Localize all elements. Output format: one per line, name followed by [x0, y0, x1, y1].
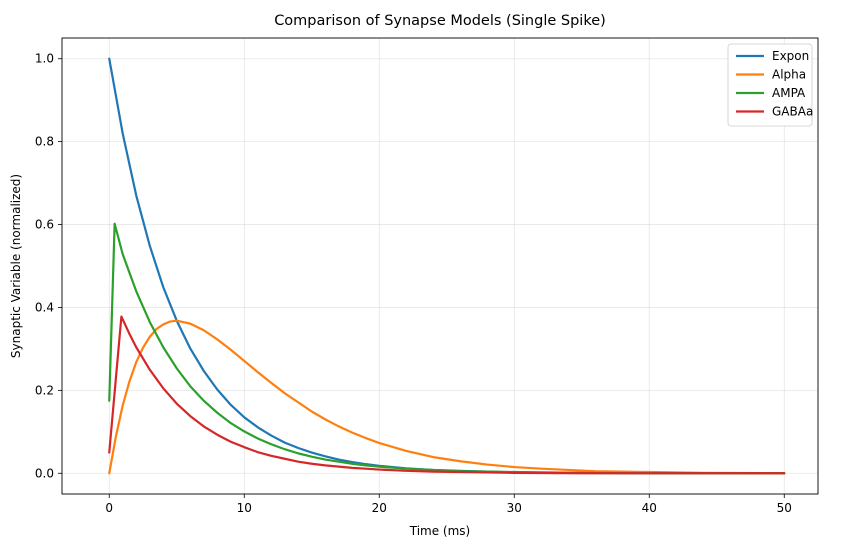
legend-label-alpha: Alpha	[772, 68, 806, 82]
plot-frame	[61, 37, 819, 495]
y-tick-label: 0.0	[35, 466, 54, 480]
legend-label-ampa: AMPA	[772, 86, 806, 100]
series-line-gabaa	[108, 315, 786, 475]
legend-label-gabaa: GABAa	[772, 105, 813, 119]
chart-title: Comparison of Synapse Models (Single Spi…	[274, 13, 606, 29]
x-tick-label: 30	[507, 501, 522, 515]
x-tick-label: 0	[105, 501, 113, 515]
y-axis: 0.0 0.2 0.4 0.6 0.8 1.0	[35, 52, 62, 480]
y-tick-label: 0.8	[35, 135, 54, 149]
legend-label-expon: Expon	[772, 49, 809, 63]
legend: Expon Alpha AMPA GABAa	[727, 43, 813, 127]
series-line-alpha	[108, 319, 786, 475]
y-tick-label: 0.4	[35, 300, 54, 314]
y-tick-label: 1.0	[35, 52, 54, 66]
legend-box	[727, 43, 813, 127]
series-layer	[108, 57, 786, 475]
x-axis-label: Time (ms)	[409, 524, 471, 538]
x-axis: 0 10 20 30 40 50	[105, 494, 792, 515]
x-tick-label: 40	[642, 501, 657, 515]
x-tick-label: 10	[237, 501, 252, 515]
x-tick-label: 20	[372, 501, 387, 515]
y-tick-label: 0.2	[35, 383, 54, 397]
x-tick-label: 50	[777, 501, 792, 515]
y-tick-label: 0.6	[35, 218, 54, 232]
y-axis-label: Synaptic Variable (normalized)	[9, 174, 23, 358]
